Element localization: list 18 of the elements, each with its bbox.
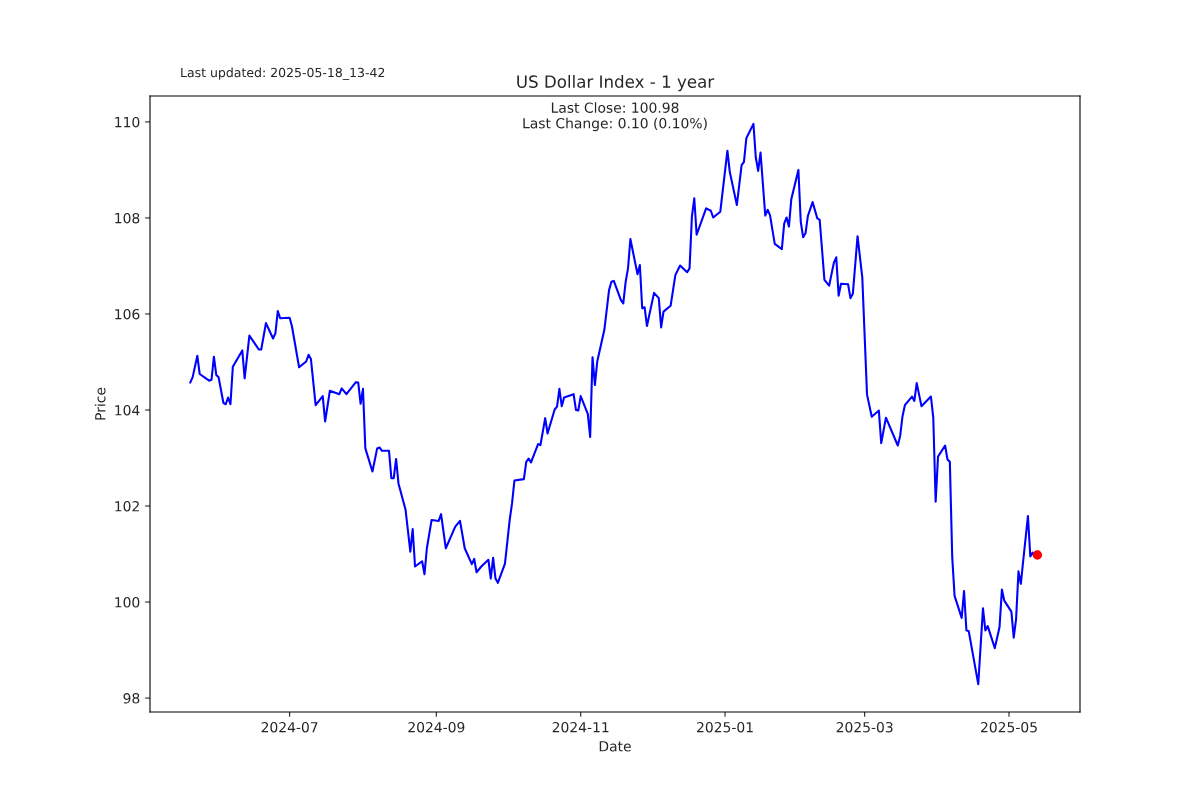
y-axis-title: Price	[94, 387, 106, 420]
y-tick-label: 108	[115, 212, 140, 224]
y-tick-label: 106	[115, 308, 140, 320]
x-axis-title: Date	[599, 741, 631, 752]
x-tick-label: 2024-11	[552, 721, 609, 733]
y-tick-label: 100	[115, 597, 140, 608]
x-tick-label: 2024-09	[408, 721, 465, 733]
x-tick-label: 2025-01	[697, 721, 753, 733]
x-tick-label: 2024-07	[261, 721, 318, 733]
y-tick-label: 104	[115, 404, 140, 416]
annotation: Last Close: 100.98 Last Change: 0.10 (0.10%)	[523, 102, 707, 132]
y-tick-label: 102	[115, 501, 139, 512]
text: Last updated: 2025-05-18_13-42	[181, 67, 385, 80]
y-tick-label: 110	[115, 116, 140, 128]
y-tick-label: 98	[123, 693, 140, 704]
x-tick-label: 2025-03	[836, 721, 893, 733]
chart-title: US Dollar Index - 1 year	[517, 75, 715, 92]
x-tick-label: 2025-05	[981, 721, 1037, 733]
